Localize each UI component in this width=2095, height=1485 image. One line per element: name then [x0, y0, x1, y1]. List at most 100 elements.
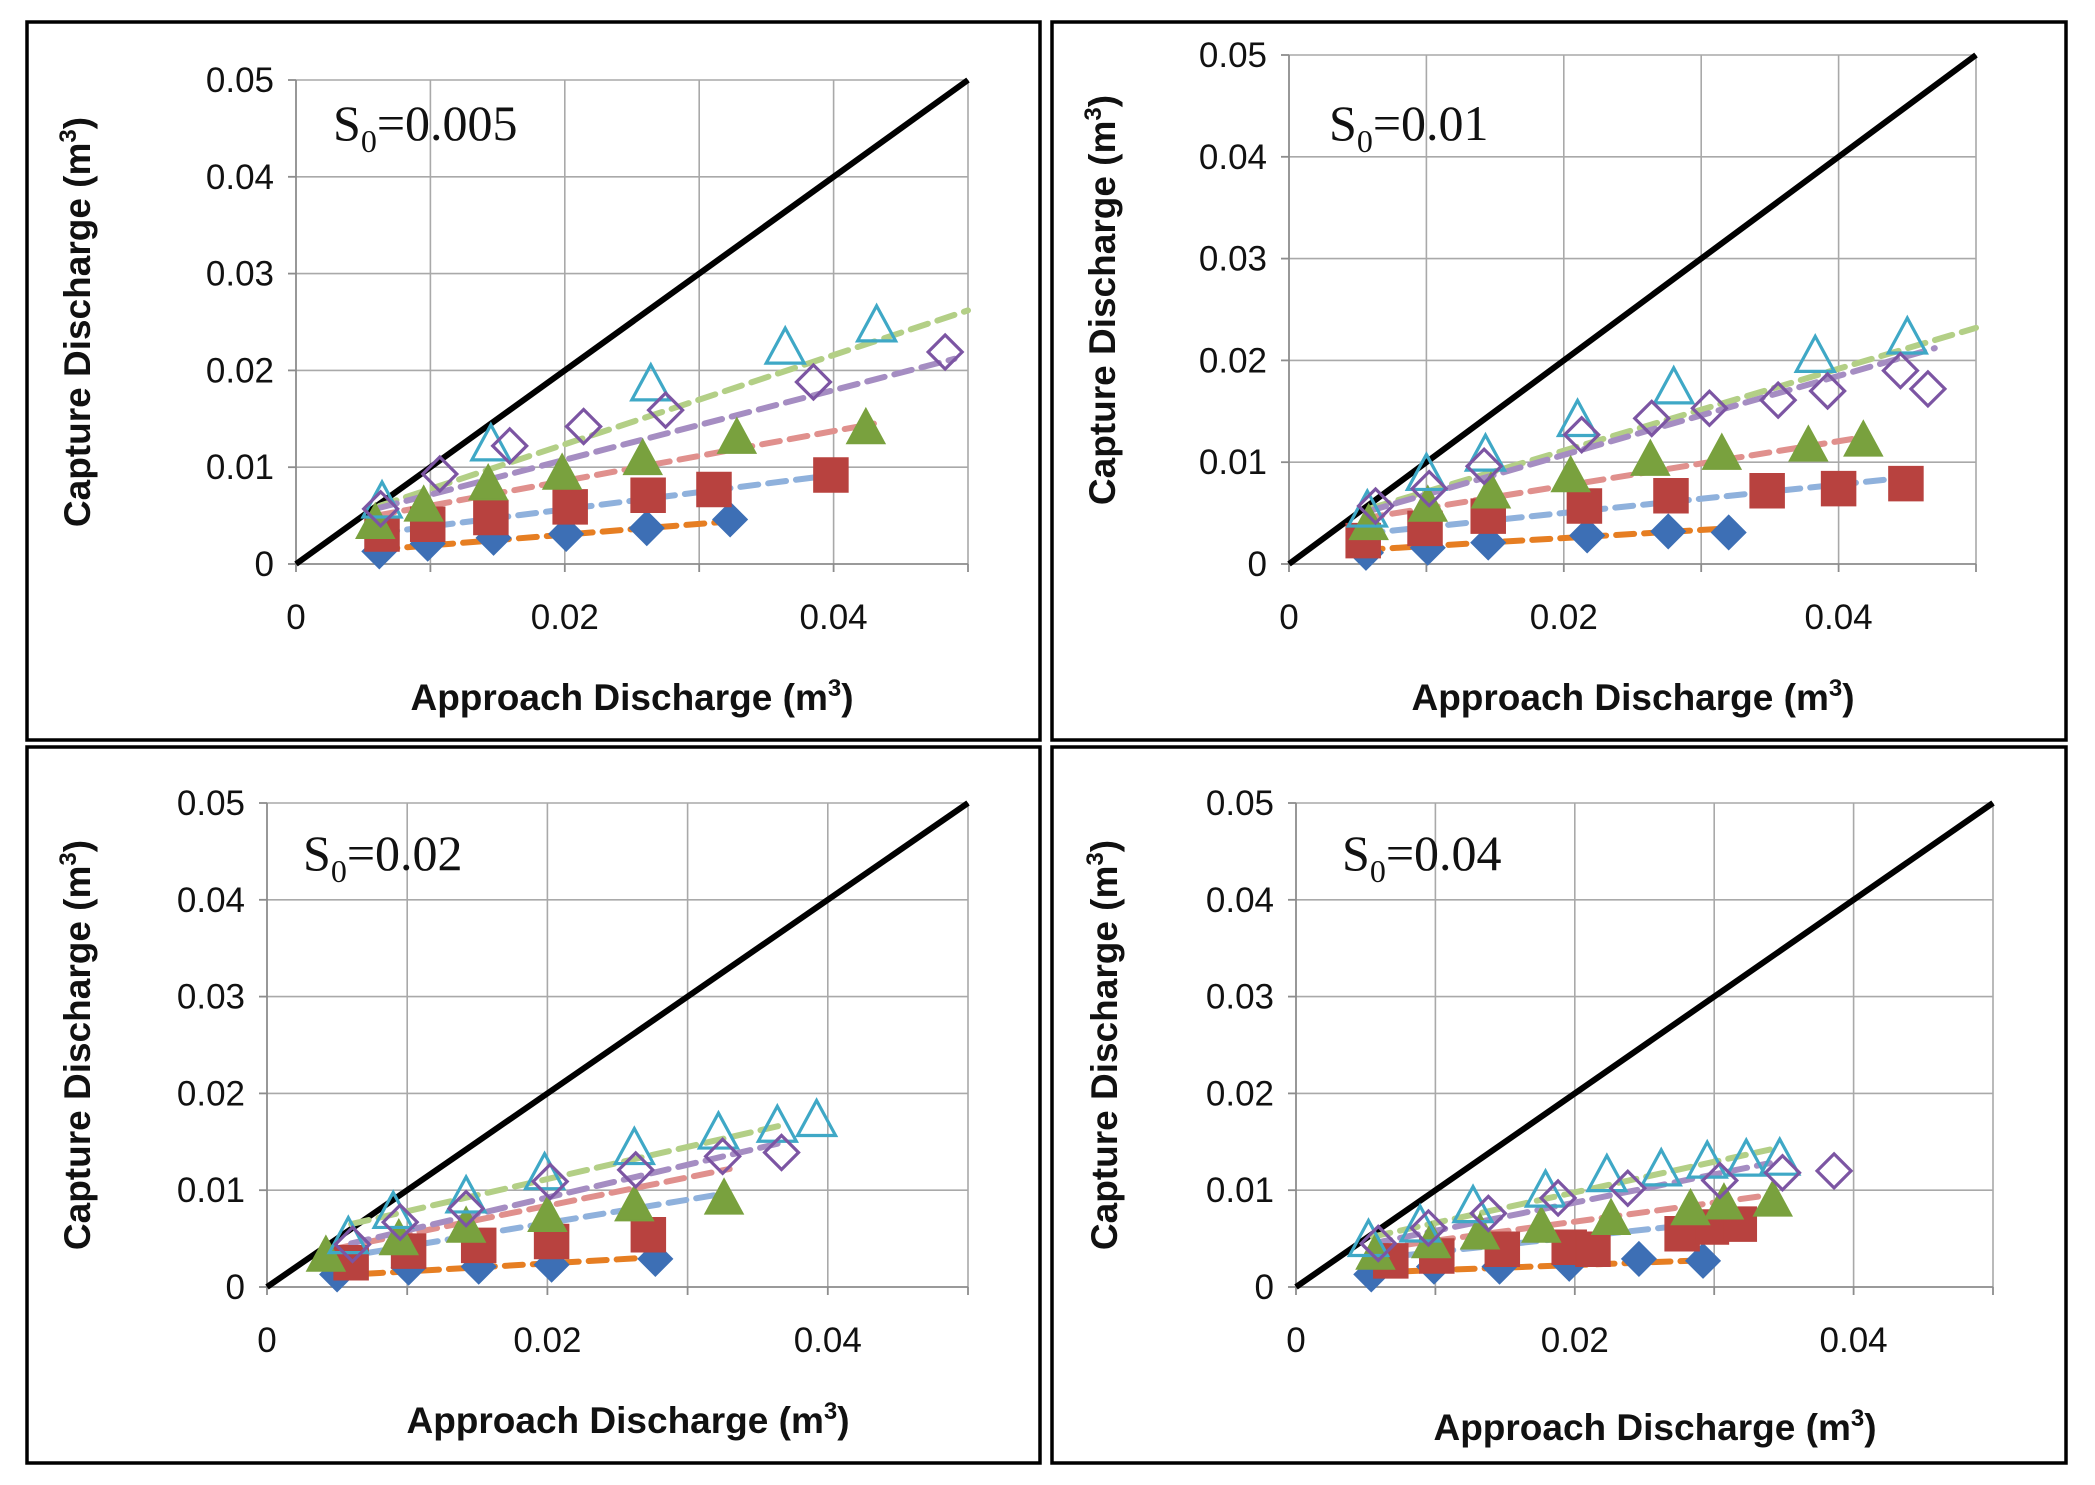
- y-tick-label: 0.05: [177, 784, 245, 823]
- panel-frame: [1050, 745, 2068, 1465]
- data-point-triangle-open: [1793, 332, 1837, 373]
- data-point-diamond-open: [420, 454, 460, 494]
- panel-s0-004: 0 0.01 0.02 0.03 0.04 0.05 0 0.02 0.04 S0=0.04 A…: [1050, 745, 2068, 1465]
- data-point-triangle-filled: [1703, 1182, 1745, 1220]
- y-tick-label: 0.04: [206, 158, 274, 197]
- data-point-diamond-open: [616, 1150, 655, 1190]
- data-point-triangle-filled: [1788, 424, 1829, 462]
- trendline-triangle-open: [1368, 324, 1979, 512]
- data-point-diamond-open: [446, 1189, 486, 1228]
- data-point-triangle-open: [794, 1097, 839, 1138]
- y-tick-label: 0.05: [206, 61, 274, 100]
- data-point-triangle-open: [444, 1173, 488, 1214]
- data-point-diamond-open: [1814, 1151, 1854, 1191]
- data-point-diamond-open: [1632, 399, 1672, 438]
- data-point-diamond-open: [1409, 469, 1449, 508]
- data-point-square-filled: [1888, 465, 1924, 502]
- data-point-triangle-filled: [1752, 1179, 1794, 1217]
- data-point-diamond-filled: [628, 510, 665, 547]
- trendline-square-filled: [376, 471, 837, 537]
- data-point-triangle-open: [1404, 451, 1449, 492]
- data-point-diamond-open: [1763, 1153, 1802, 1193]
- data-point-triangle-filled: [716, 416, 758, 454]
- data-point-diamond-open: [530, 1162, 570, 1201]
- data-point-triangle-open: [326, 1214, 371, 1255]
- data-point-diamond-open: [380, 1202, 420, 1242]
- y-tick-label: 0.04: [1206, 881, 1274, 920]
- plot-area: 0 0.01 0.02 0.03 0.04 0.05 0 0.02 0.04: [1199, 36, 1979, 637]
- trendline-diamond-open: [1365, 345, 1938, 515]
- x-tick-label: 0.04: [1820, 1321, 1888, 1360]
- data-point-triangle-filled: [1521, 1205, 1562, 1243]
- data-point-triangle-open: [1345, 487, 1390, 528]
- data-point-square-filled: [630, 477, 666, 514]
- data-point-triangle-open: [763, 324, 807, 365]
- slope-label: S0=0.005: [333, 95, 518, 159]
- data-point-triangle-open: [1639, 1146, 1683, 1187]
- data-point-diamond-filled: [1470, 524, 1507, 561]
- y-tick-label: 0.02: [1206, 1074, 1274, 1113]
- data-point-triangle-filled: [622, 437, 664, 476]
- data-point-diamond-open: [1409, 1208, 1448, 1248]
- x-tick-label: 0: [1286, 1321, 1305, 1360]
- data-point-diamond-open: [1908, 369, 1948, 409]
- data-point-diamond-open: [703, 1137, 742, 1176]
- slope-label: S0=0.01: [1329, 95, 1489, 159]
- data-point-diamond-open: [1356, 486, 1395, 526]
- data-point-diamond-filled: [712, 501, 749, 538]
- data-point-triangle-filled: [703, 1177, 745, 1215]
- identity-line: [1287, 52, 1978, 567]
- y-tick-label: 0: [1255, 1268, 1274, 1307]
- data-point-triangle-filled: [541, 452, 583, 490]
- x-axis-title: Approach Discharge (m3): [1433, 1405, 1876, 1448]
- data-point-diamond-open: [794, 362, 833, 402]
- trendline-triangle-open: [348, 1121, 789, 1228]
- panel-frame: [1050, 20, 2068, 742]
- data-point-diamond-filled: [1710, 514, 1747, 551]
- data-point-triangle-filled: [403, 484, 444, 522]
- trendline-triangle-open: [376, 307, 971, 509]
- panel-s0-002: 0 0.01 0.02 0.03 0.04 0.05 0 0.02 0.04 S0=0.02 A…: [25, 745, 1042, 1465]
- data-point-triangle-open: [1724, 1136, 1768, 1177]
- data-point-triangle-filled: [527, 1194, 568, 1233]
- trendline-diamond-open: [376, 355, 958, 511]
- data-point-triangle-open: [629, 361, 673, 402]
- trendline-triangle-filled: [1361, 433, 1870, 522]
- y-tick-label: 0.02: [177, 1074, 245, 1113]
- data-point-triangle-open: [1652, 364, 1696, 405]
- x-axis-title: Approach Discharge (m3): [1411, 675, 1854, 718]
- y-tick-label: 0: [226, 1268, 245, 1307]
- data-point-triangle-filled: [614, 1184, 655, 1222]
- data-point-triangle-filled: [1550, 454, 1591, 493]
- y-tick-label: 0.03: [206, 255, 274, 294]
- x-tick-label: 0: [257, 1321, 276, 1360]
- panel-s0-0005: 00.010.020.030.040.050 0.02 0.04 S0=0.005 …: [25, 20, 1042, 742]
- data-point-triangle-open: [612, 1125, 657, 1166]
- y-tick-label: 0.01: [1199, 443, 1267, 482]
- data-point-triangle-open: [1555, 397, 1600, 438]
- x-tick-label: 0: [1279, 598, 1298, 637]
- data-point-square-filled: [1575, 1231, 1611, 1267]
- data-point-diamond-open: [490, 426, 529, 466]
- data-point-diamond-open: [333, 1225, 372, 1264]
- x-tick-label: 0.02: [531, 598, 599, 637]
- y-tick-label: 0.02: [206, 351, 274, 390]
- y-tick-label: 0.05: [1206, 784, 1274, 823]
- plot-area: 0 0.01 0.02 0.03 0.04 0.05 0 0.02 0.04: [177, 784, 970, 1360]
- data-point-triangle-open: [1346, 1217, 1391, 1258]
- panel-frame: [25, 745, 1042, 1465]
- plot-area: 0 0.01 0.02 0.03 0.04 0.05 0 0.02 0.04: [206, 61, 971, 637]
- data-point-square-filled: [1749, 472, 1785, 509]
- x-tick-label: 0.02: [513, 1321, 581, 1360]
- panel-s0-001: 0 0.01 0.02 0.03 0.04 0.05 0 0.02 0.04 S0=0.01 A…: [1050, 20, 2068, 742]
- data-point-triangle-open: [469, 421, 513, 462]
- data-point-square-filled: [1653, 478, 1689, 514]
- x-tick-label: 0: [286, 598, 305, 637]
- data-point-diamond-open: [1469, 1194, 1508, 1233]
- y-tick-label: 0.03: [1206, 978, 1274, 1017]
- data-point-triangle-filled: [1590, 1197, 1632, 1235]
- data-point-triangle-open: [1463, 431, 1508, 472]
- data-point-triangle-open: [1885, 314, 1929, 355]
- x-tick-label: 0.04: [1805, 598, 1873, 637]
